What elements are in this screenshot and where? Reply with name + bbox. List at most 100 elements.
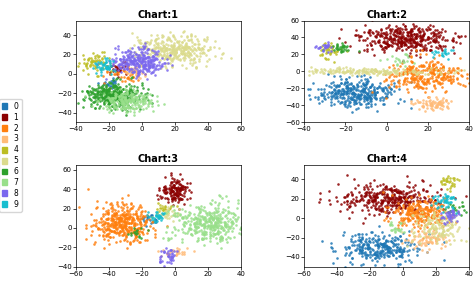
- Point: [431, 226, 439, 231]
- Point: [109, 67, 117, 72]
- Point: [218, 236, 226, 240]
- Point: [397, 253, 404, 257]
- Point: [158, 195, 166, 200]
- Point: [110, 211, 118, 216]
- Point: [209, 217, 217, 221]
- Point: [335, 88, 342, 92]
- Point: [122, 84, 130, 88]
- Point: [411, 40, 419, 44]
- Point: [339, 87, 347, 91]
- Point: [361, 77, 368, 81]
- Point: [394, 66, 402, 71]
- Point: [122, 50, 129, 54]
- Point: [102, 65, 110, 70]
- Point: [208, 197, 215, 202]
- Point: [79, 105, 87, 109]
- Point: [164, 56, 172, 61]
- Point: [388, 248, 396, 253]
- Point: [403, 183, 410, 188]
- Point: [369, 202, 377, 207]
- Point: [330, 82, 338, 87]
- Point: [127, 62, 134, 67]
- Point: [437, 198, 445, 203]
- Point: [100, 62, 108, 67]
- Point: [340, 45, 347, 49]
- Point: [341, 252, 349, 257]
- Point: [448, 223, 456, 228]
- Point: [413, 81, 420, 86]
- Point: [132, 63, 140, 67]
- Point: [130, 69, 137, 74]
- Point: [221, 222, 228, 226]
- Point: [398, 252, 405, 256]
- Point: [379, 242, 387, 247]
- Point: [396, 195, 404, 199]
- Point: [343, 44, 351, 49]
- Point: [414, 199, 421, 203]
- Point: [131, 228, 138, 233]
- Point: [350, 98, 358, 102]
- Point: [363, 96, 370, 100]
- Point: [121, 94, 128, 99]
- Point: [434, 190, 441, 194]
- Point: [445, 222, 452, 227]
- Point: [390, 66, 397, 70]
- Point: [419, 85, 427, 90]
- Point: [163, 66, 170, 71]
- Point: [179, 187, 187, 192]
- Point: [391, 238, 398, 242]
- Point: [225, 198, 232, 203]
- Point: [158, 64, 166, 68]
- Point: [368, 246, 376, 251]
- Point: [214, 224, 221, 229]
- Point: [376, 58, 383, 63]
- Point: [346, 68, 354, 73]
- Point: [409, 68, 417, 72]
- Point: [424, 95, 432, 99]
- Point: [153, 219, 160, 224]
- Point: [413, 249, 421, 253]
- Point: [433, 74, 440, 79]
- Point: [198, 45, 205, 50]
- Point: [445, 50, 452, 55]
- Point: [182, 43, 190, 48]
- Point: [357, 193, 365, 198]
- Point: [125, 81, 133, 86]
- Point: [130, 239, 137, 243]
- Point: [395, 40, 402, 45]
- Point: [403, 29, 410, 34]
- Point: [432, 67, 440, 71]
- Point: [343, 68, 350, 73]
- Point: [97, 59, 104, 64]
- Point: [443, 76, 450, 81]
- Point: [107, 97, 115, 102]
- Point: [398, 206, 405, 211]
- Point: [168, 176, 176, 180]
- Point: [91, 61, 99, 65]
- Point: [365, 191, 373, 196]
- Point: [105, 66, 113, 71]
- Point: [377, 201, 385, 205]
- Point: [397, 247, 405, 251]
- Point: [175, 187, 182, 192]
- Point: [371, 251, 378, 256]
- Point: [343, 49, 351, 54]
- Point: [418, 79, 426, 83]
- Point: [349, 197, 357, 201]
- Point: [390, 227, 398, 232]
- Point: [199, 207, 206, 212]
- Point: [438, 53, 446, 58]
- Point: [123, 70, 130, 75]
- Point: [108, 216, 115, 220]
- Point: [121, 61, 129, 66]
- Point: [164, 42, 171, 47]
- Point: [443, 214, 450, 219]
- Point: [123, 230, 131, 235]
- Point: [408, 42, 416, 47]
- Point: [214, 226, 222, 231]
- Point: [366, 246, 374, 251]
- Point: [422, 240, 430, 245]
- Point: [427, 59, 434, 64]
- Point: [201, 236, 208, 241]
- Point: [200, 50, 208, 55]
